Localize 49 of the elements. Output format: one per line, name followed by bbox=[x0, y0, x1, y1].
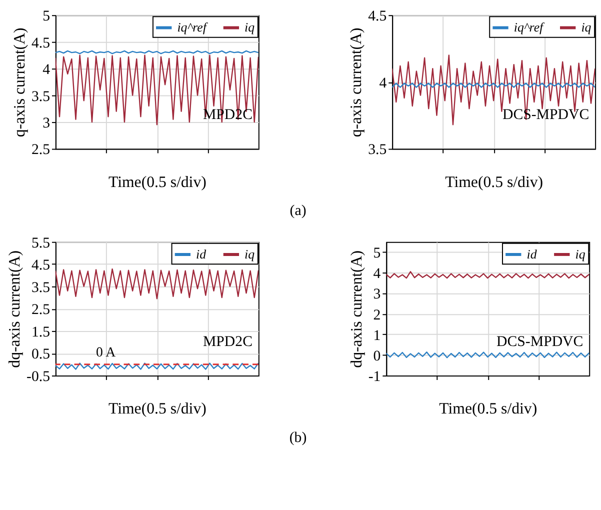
y-tick-label: 1 bbox=[373, 328, 381, 344]
x-axis-title: Time(0.5 s/div) bbox=[108, 174, 206, 191]
y-tick-label: 3 bbox=[42, 115, 50, 132]
text: (b) bbox=[289, 430, 307, 446]
y-tick-label: 0 bbox=[373, 348, 381, 364]
legend-label: iq bbox=[244, 247, 256, 262]
y-tick-label: 1.5 bbox=[31, 324, 50, 340]
y-tick-label: 3 bbox=[373, 286, 381, 303]
y-tick-label: 5 bbox=[373, 246, 381, 262]
y-tick-label: 2.5 bbox=[31, 302, 50, 318]
annotation: DCS-MPDVC bbox=[496, 334, 584, 350]
y-axis-title: q-axis current(A) bbox=[12, 28, 29, 138]
y-tick-label: 4 bbox=[373, 266, 382, 282]
y-tick-label: 2.5 bbox=[31, 142, 50, 158]
line-series bbox=[55, 268, 258, 300]
x-axis-title: Time(0.5 s/div) bbox=[445, 174, 544, 191]
y-tick-label: -0.5 bbox=[26, 368, 50, 385]
y-tick-label: 5.5 bbox=[31, 235, 50, 252]
y-tick-label: 3.5 bbox=[31, 280, 50, 296]
y-tick-label: 4 bbox=[379, 75, 388, 92]
y-tick-label: 3.5 bbox=[368, 142, 387, 158]
y-tick-label: 3.5 bbox=[31, 88, 50, 105]
x-axis-title: Time(0.5 s/div) bbox=[108, 400, 206, 418]
y-axis-title: dq-axis current(A) bbox=[348, 250, 366, 368]
y-axis-title: q-axis current(A) bbox=[348, 28, 366, 138]
legend-label: iq bbox=[581, 20, 592, 35]
y-axis-title: dq-axis current(A) bbox=[6, 250, 24, 368]
line-series bbox=[392, 54, 596, 126]
ref-line-label: 0 A bbox=[96, 344, 116, 360]
legend-label: iq^ref bbox=[514, 20, 546, 35]
y-tick-label: 4 bbox=[42, 62, 51, 78]
x-axis-title: Time(0.5 s/div) bbox=[439, 400, 538, 418]
line-series bbox=[55, 362, 258, 370]
legend-label: iq bbox=[244, 20, 256, 35]
text: (a) bbox=[290, 203, 306, 220]
line-series bbox=[386, 271, 590, 279]
y-tick-label: 2 bbox=[373, 307, 381, 324]
line-series bbox=[55, 54, 258, 126]
y-tick-label: 4.5 bbox=[31, 258, 50, 274]
legend-label: iq^ref bbox=[177, 20, 209, 35]
annotation: MPD2C bbox=[202, 334, 253, 350]
legend-label: id bbox=[196, 247, 207, 262]
y-tick-label: 0.5 bbox=[31, 346, 50, 363]
legend-label: iq bbox=[575, 247, 586, 262]
y-tick-label: 4.5 bbox=[368, 8, 387, 25]
y-tick-label: 5 bbox=[42, 8, 50, 25]
y-tick-label: 4.5 bbox=[31, 35, 50, 52]
legend-label: id bbox=[526, 247, 538, 262]
y-tick-label: -1 bbox=[368, 368, 381, 385]
